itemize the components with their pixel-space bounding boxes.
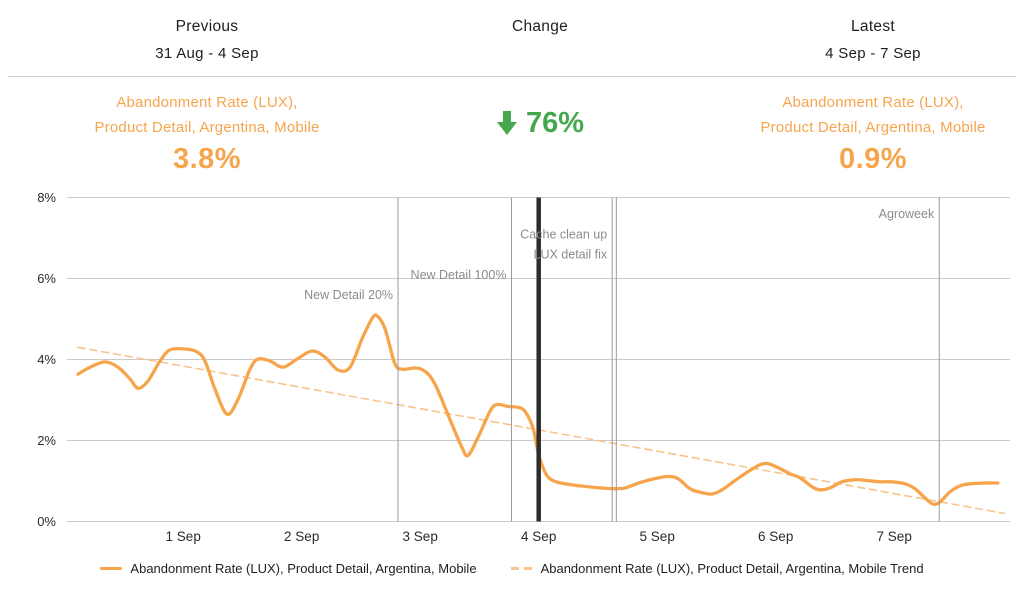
previous-metric-value: 3.8% xyxy=(172,143,242,175)
latest-title: Latest xyxy=(850,18,896,35)
x-axis-label: 6 Sep xyxy=(758,529,793,544)
latest-period-header: Latest 4 Sep - 7 Sep xyxy=(825,18,921,62)
annotation-label: LUX detail fix xyxy=(534,248,608,262)
chart-legend: Abandonment Rate (LUX), Product Detail, … xyxy=(0,561,1024,576)
latest-metric-label-line2: Product Detail, Argentina, Mobile xyxy=(760,119,986,136)
legend-trend-label: Abandonment Rate (LUX), Product Detail, … xyxy=(540,561,924,576)
y-axis-label: 8% xyxy=(37,190,56,205)
latest-metric-label-line1: Abandonment Rate (LUX), xyxy=(782,94,964,111)
previous-title: Previous xyxy=(175,18,239,35)
y-axis-label: 2% xyxy=(37,433,56,448)
series-line xyxy=(76,313,1000,507)
previous-period-header: Previous 31 Aug - 4 Sep xyxy=(155,18,258,62)
y-axis-label: 6% xyxy=(37,271,56,286)
dashed-line-swatch xyxy=(510,567,533,570)
legend-item-series[interactable]: Abandonment Rate (LUX), Product Detail, … xyxy=(100,561,477,576)
previous-metric: Abandonment Rate (LUX), Product Detail, … xyxy=(94,90,319,176)
legend-item-trend[interactable]: Abandonment Rate (LUX), Product Detail, … xyxy=(510,561,924,576)
x-axis-label: 2 Sep xyxy=(284,529,319,544)
change-metric: 76% xyxy=(496,107,584,140)
x-axis-label: 4 Sep xyxy=(521,529,556,544)
latest-metric: Abandonment Rate (LUX), Product Detail, … xyxy=(760,90,985,176)
change-title: Change xyxy=(511,18,569,35)
solid-line-swatch xyxy=(100,567,123,570)
annotation-label: Agroweek xyxy=(879,207,935,221)
x-axis-label: 3 Sep xyxy=(403,529,438,544)
latest-date-range: 4 Sep - 7 Sep xyxy=(825,45,921,62)
legend-series-label: Abandonment Rate (LUX), Product Detail, … xyxy=(130,561,477,576)
y-axis-label: 0% xyxy=(37,514,56,529)
x-axis-label: 1 Sep xyxy=(166,529,201,544)
abandonment-rate-line-chart: 0% 2% 4% 6% 8% 1 Sep 2 Sep 3 Sep 4 Sep 5 Sep 6 Sep… xyxy=(37,190,1010,544)
change-value: 76% xyxy=(525,107,585,139)
down-arrow-icon xyxy=(496,111,518,136)
annotation-label: New Detail 20% xyxy=(304,288,393,302)
header-divider xyxy=(8,76,1016,77)
previous-metric-label-line1: Abandonment Rate (LUX), xyxy=(116,94,298,111)
annotation-label: Cache clean up xyxy=(520,227,607,241)
previous-metric-label-line2: Product Detail, Argentina, Mobile xyxy=(94,119,320,136)
y-axis-label: 4% xyxy=(37,352,56,367)
x-axis-label: 7 Sep xyxy=(877,529,912,544)
trend-line xyxy=(77,346,1006,515)
change-period-header: Change xyxy=(512,18,568,45)
annotation-label: New Detail 100% xyxy=(411,268,507,282)
latest-metric-value: 0.9% xyxy=(838,143,908,175)
x-axis-label: 5 Sep xyxy=(640,529,675,544)
previous-date-range: 31 Aug - 4 Sep xyxy=(155,45,259,62)
